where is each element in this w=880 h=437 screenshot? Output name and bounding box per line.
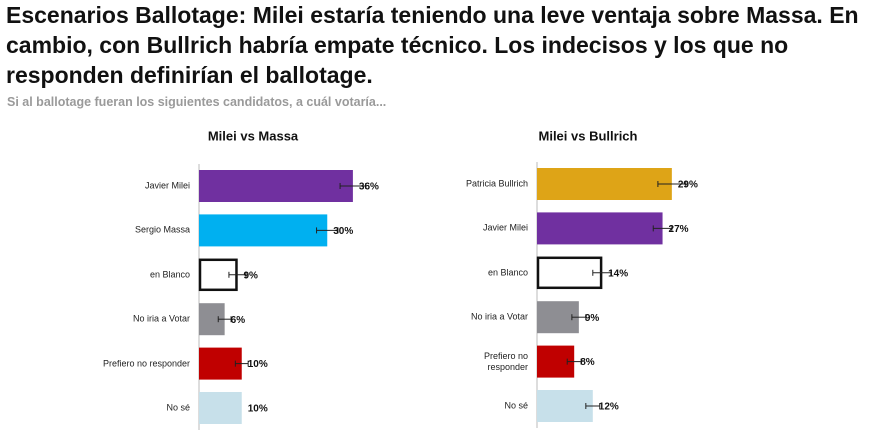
bar: [199, 347, 242, 380]
value-label: 8%: [580, 357, 595, 368]
value-label: 6%: [231, 315, 246, 326]
category-label: en Blanco: [149, 269, 190, 280]
category-label: No iria a Votar: [132, 313, 190, 324]
chart-title: Milei vs Bullrich: [539, 128, 638, 143]
value-label: 29%: [678, 180, 698, 191]
bar: [537, 168, 672, 200]
bar: [199, 392, 242, 424]
category-label: Patricia Bullrich: [465, 178, 528, 189]
chart-title: Milei vs Massa: [208, 128, 299, 143]
value-label: 9%: [243, 270, 258, 281]
category-label: Javier Milei: [482, 222, 528, 233]
value-label: 12%: [599, 402, 619, 413]
value-label: 9%: [585, 313, 600, 324]
category-label: Sergio Massa: [134, 224, 190, 235]
value-label: 14%: [608, 268, 628, 279]
category-label: Javier Milei: [144, 180, 190, 191]
category-label: en Blanco: [487, 267, 528, 278]
bar: [199, 170, 353, 202]
value-label: 30%: [333, 226, 353, 237]
subtitle: Si al ballotage fueran los siguientes ca…: [7, 95, 387, 109]
category-label: No sé: [504, 400, 528, 411]
bar: [536, 256, 603, 290]
bar: [199, 214, 328, 247]
bar: [537, 390, 593, 422]
category-label: Prefiero no responder: [102, 358, 190, 369]
category-label: Prefiero no responder: [483, 350, 528, 372]
title: Escenarios Ballotage: Milei estaría teni…: [6, 2, 859, 88]
value-label: 10%: [248, 359, 268, 370]
bar: [537, 212, 663, 245]
value-label: 27%: [669, 224, 689, 235]
value-label: 36%: [359, 182, 379, 193]
value-label: 10%: [248, 404, 268, 415]
category-label: No iria a Votar: [470, 311, 528, 322]
category-label: No sé: [166, 402, 190, 413]
